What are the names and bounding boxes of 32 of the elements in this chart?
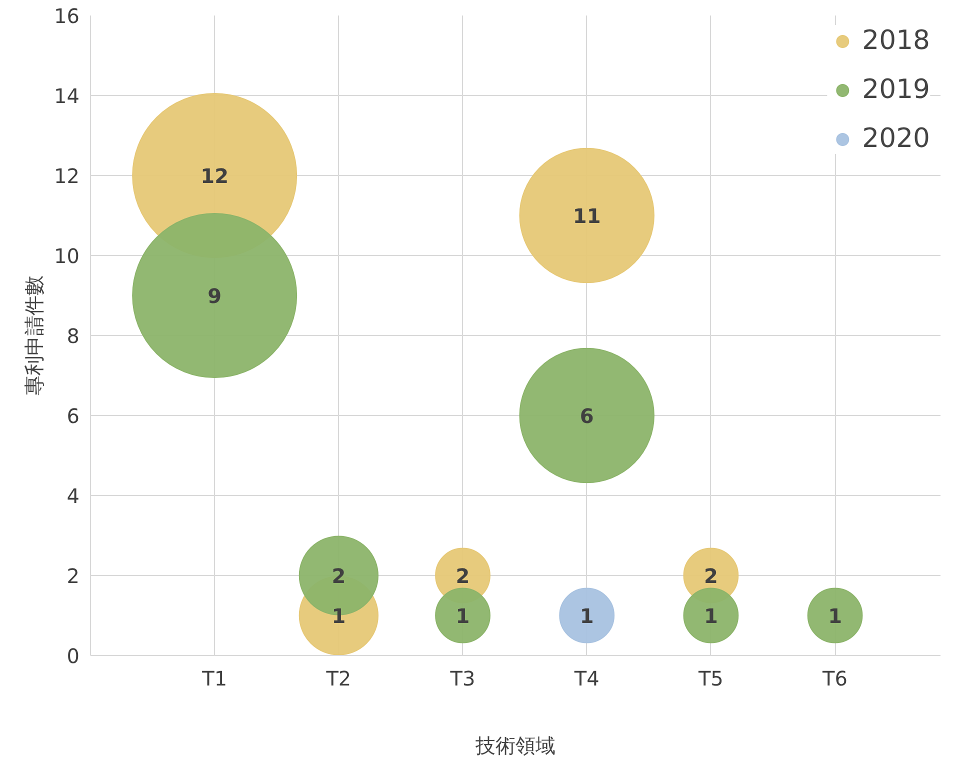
data-label: 12 [200, 164, 229, 188]
y-tick-label: 4 [66, 484, 80, 508]
data-label: 1 [828, 604, 842, 628]
y-tick-label: 10 [54, 244, 80, 268]
data-label: 6 [580, 404, 594, 428]
data-label: 1 [332, 604, 346, 628]
x-tick-label: T5 [697, 666, 724, 690]
y-axis-title: 專利申請件數 [22, 276, 46, 396]
y-tick-label: 14 [54, 84, 80, 108]
x-tick-label: T2 [325, 666, 352, 690]
x-tick-label: T6 [822, 666, 848, 690]
data-label: 2 [456, 564, 470, 588]
y-tick-label: 12 [54, 164, 80, 188]
y-tick-label: 2 [66, 564, 80, 588]
x-axis-title: 技術領域 [474, 734, 556, 758]
data-label: 11 [572, 204, 601, 228]
data-label: 1 [456, 604, 470, 628]
y-tick-label: 8 [66, 324, 80, 348]
data-label: 2 [704, 564, 718, 588]
data-label: 2 [332, 564, 346, 588]
y-tick-label: 16 [54, 4, 80, 28]
data-label: 1 [704, 604, 718, 628]
legend-label: 2018 [862, 25, 930, 56]
data-label: 9 [208, 284, 222, 308]
x-tick-label: T4 [573, 666, 600, 690]
y-tick-label: 0 [66, 644, 80, 668]
data-label: 1 [580, 604, 594, 628]
x-tick-label: T3 [449, 666, 476, 690]
legend-label: 2020 [862, 123, 930, 154]
y-tick-label: 6 [66, 404, 80, 428]
x-tick-label: T1 [201, 666, 228, 690]
legend-label: 2019 [862, 74, 930, 105]
